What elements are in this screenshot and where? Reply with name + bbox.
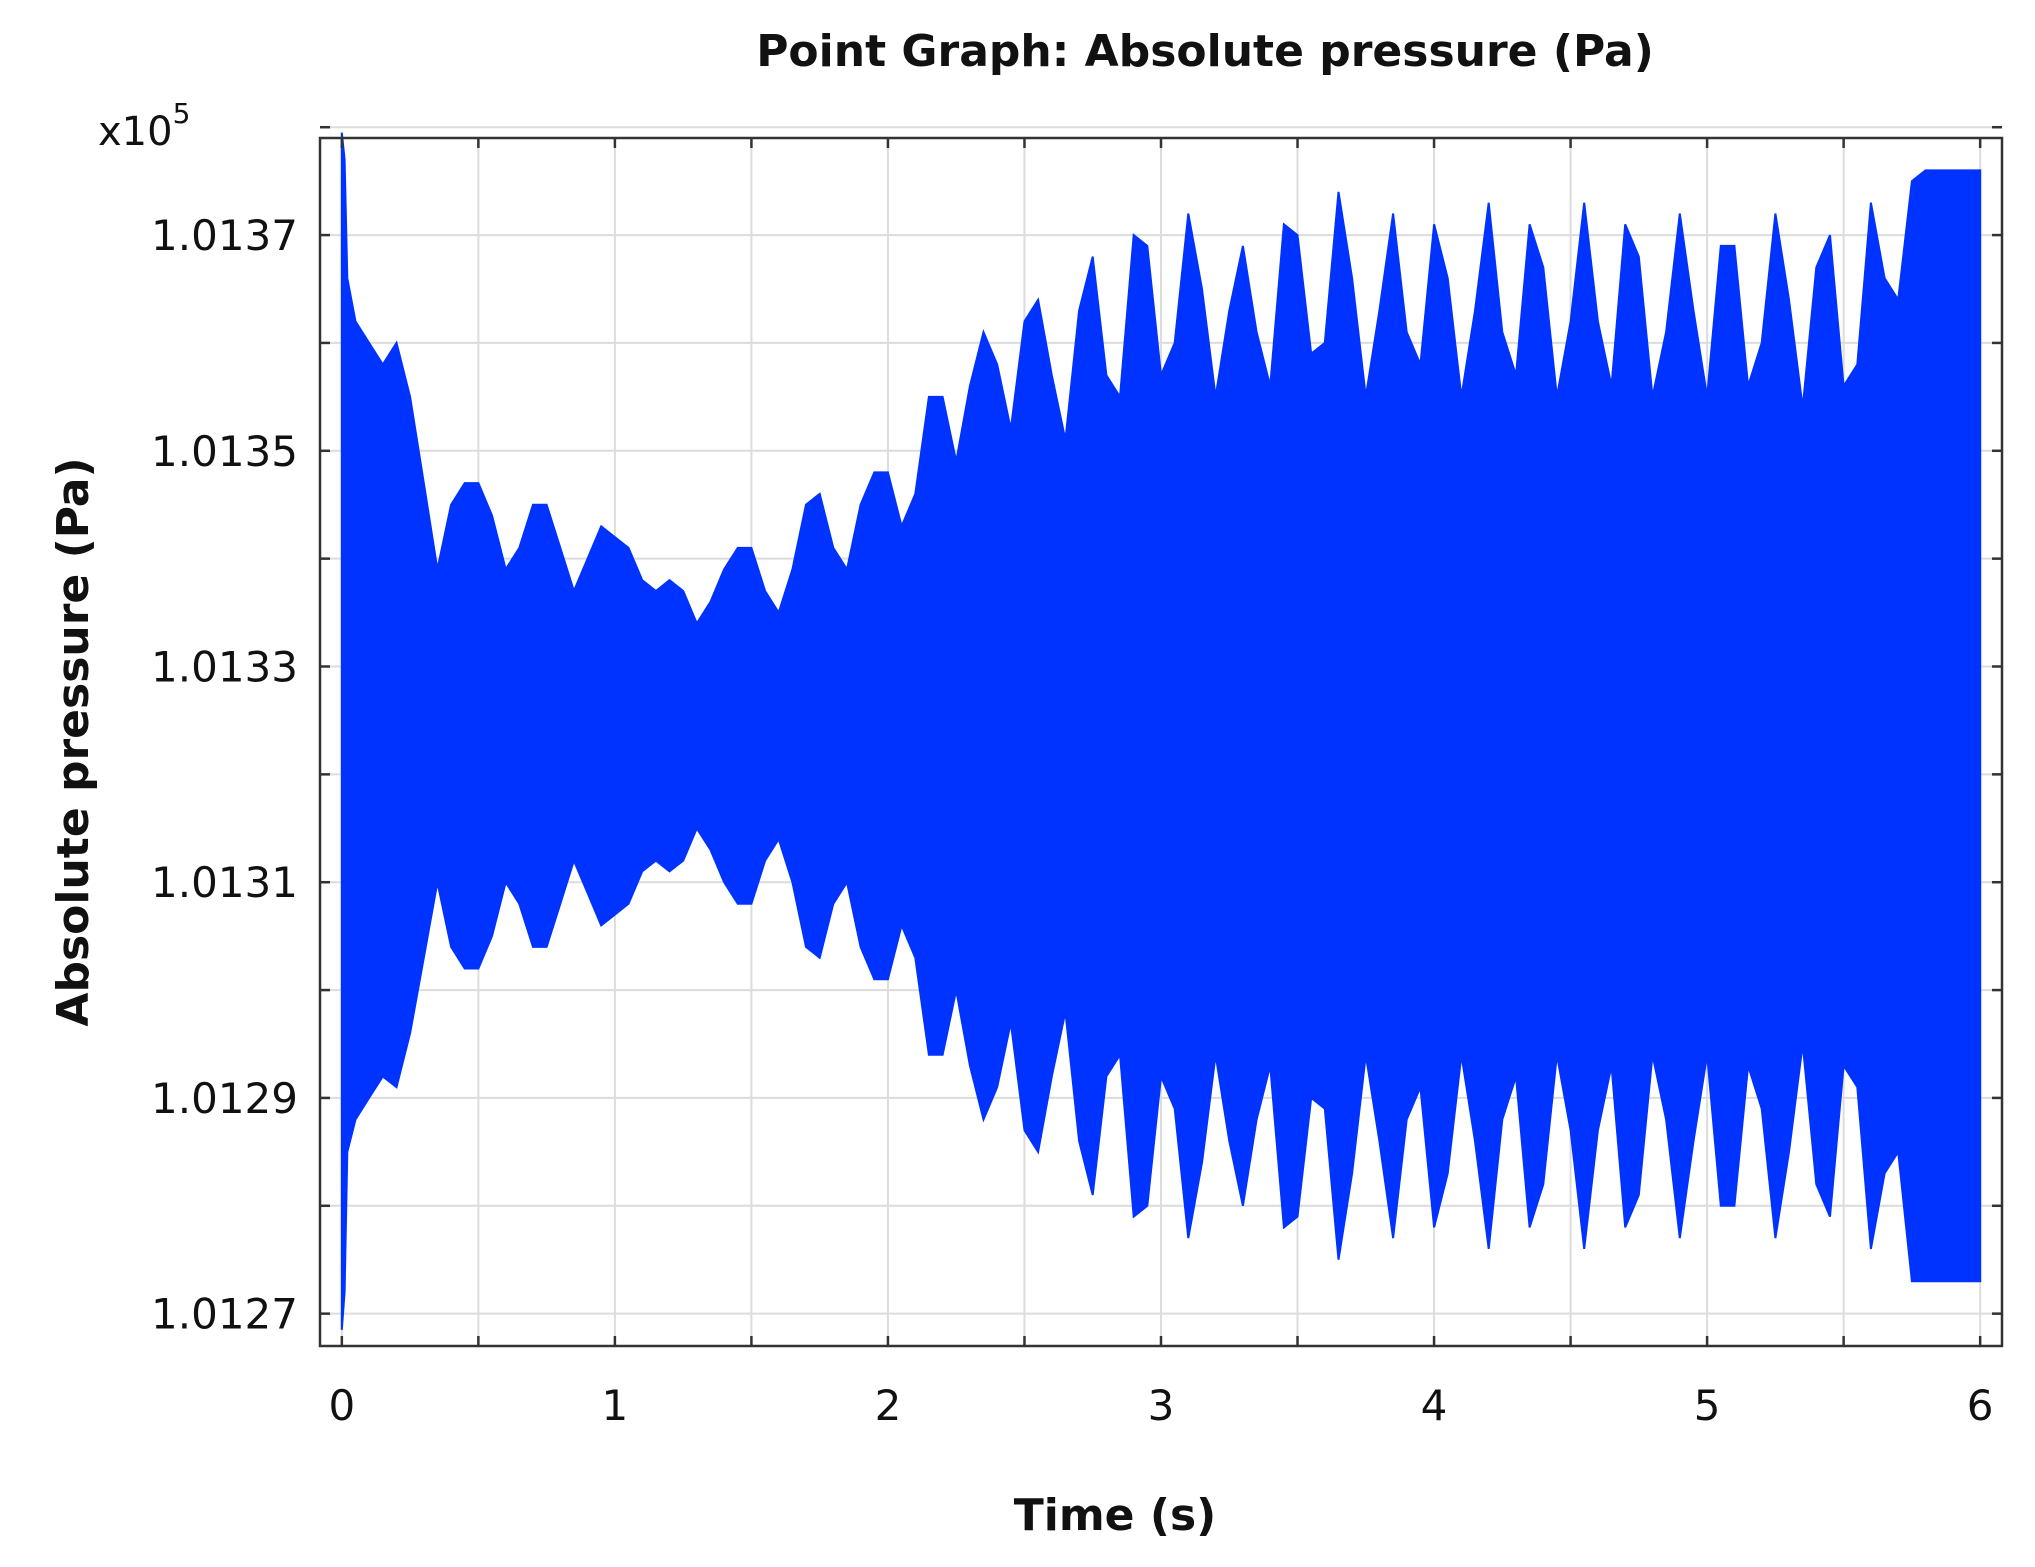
y-tick-label: 1.0127 — [151, 1290, 298, 1339]
y-multiplier-base: x10 — [98, 109, 173, 155]
x-tick-label: 6 — [1967, 1381, 1994, 1430]
y-axis-label: Absolute pressure (Pa) — [48, 457, 99, 1026]
pressure-envelope-area — [340, 132, 1982, 1330]
x-tick-label: 4 — [1421, 1381, 1448, 1430]
data-layer — [340, 132, 1982, 1330]
y-multiplier: x105 — [98, 97, 190, 155]
y-multiplier-exponent: 5 — [173, 97, 191, 130]
x-tick-label: 1 — [602, 1381, 629, 1430]
x-tick-label: 0 — [328, 1381, 355, 1430]
y-tick-labels: 1.0127 1.0129 1.0131 1.0133 1.0135 1.0137 — [151, 211, 298, 1339]
y-tick-label: 1.0131 — [151, 858, 298, 907]
x-tick-label: 2 — [875, 1381, 902, 1430]
x-tick-labels: 0 1 2 3 4 5 6 — [328, 1381, 1993, 1430]
x-tick-label: 5 — [1694, 1381, 1721, 1430]
y-tick-label: 1.0129 — [151, 1074, 298, 1123]
svg-text:x105: x105 — [98, 97, 190, 155]
x-axis-label: Time (s) — [1014, 1490, 1217, 1541]
y-tick-label: 1.0137 — [151, 211, 298, 260]
chart-title: Point Graph: Absolute pressure (Pa) — [756, 26, 1654, 77]
ticks — [320, 125, 2002, 1346]
x-tick-label: 3 — [1148, 1381, 1175, 1430]
y-tick-label: 1.0133 — [151, 643, 298, 692]
y-tick-label: 1.0135 — [151, 427, 298, 476]
